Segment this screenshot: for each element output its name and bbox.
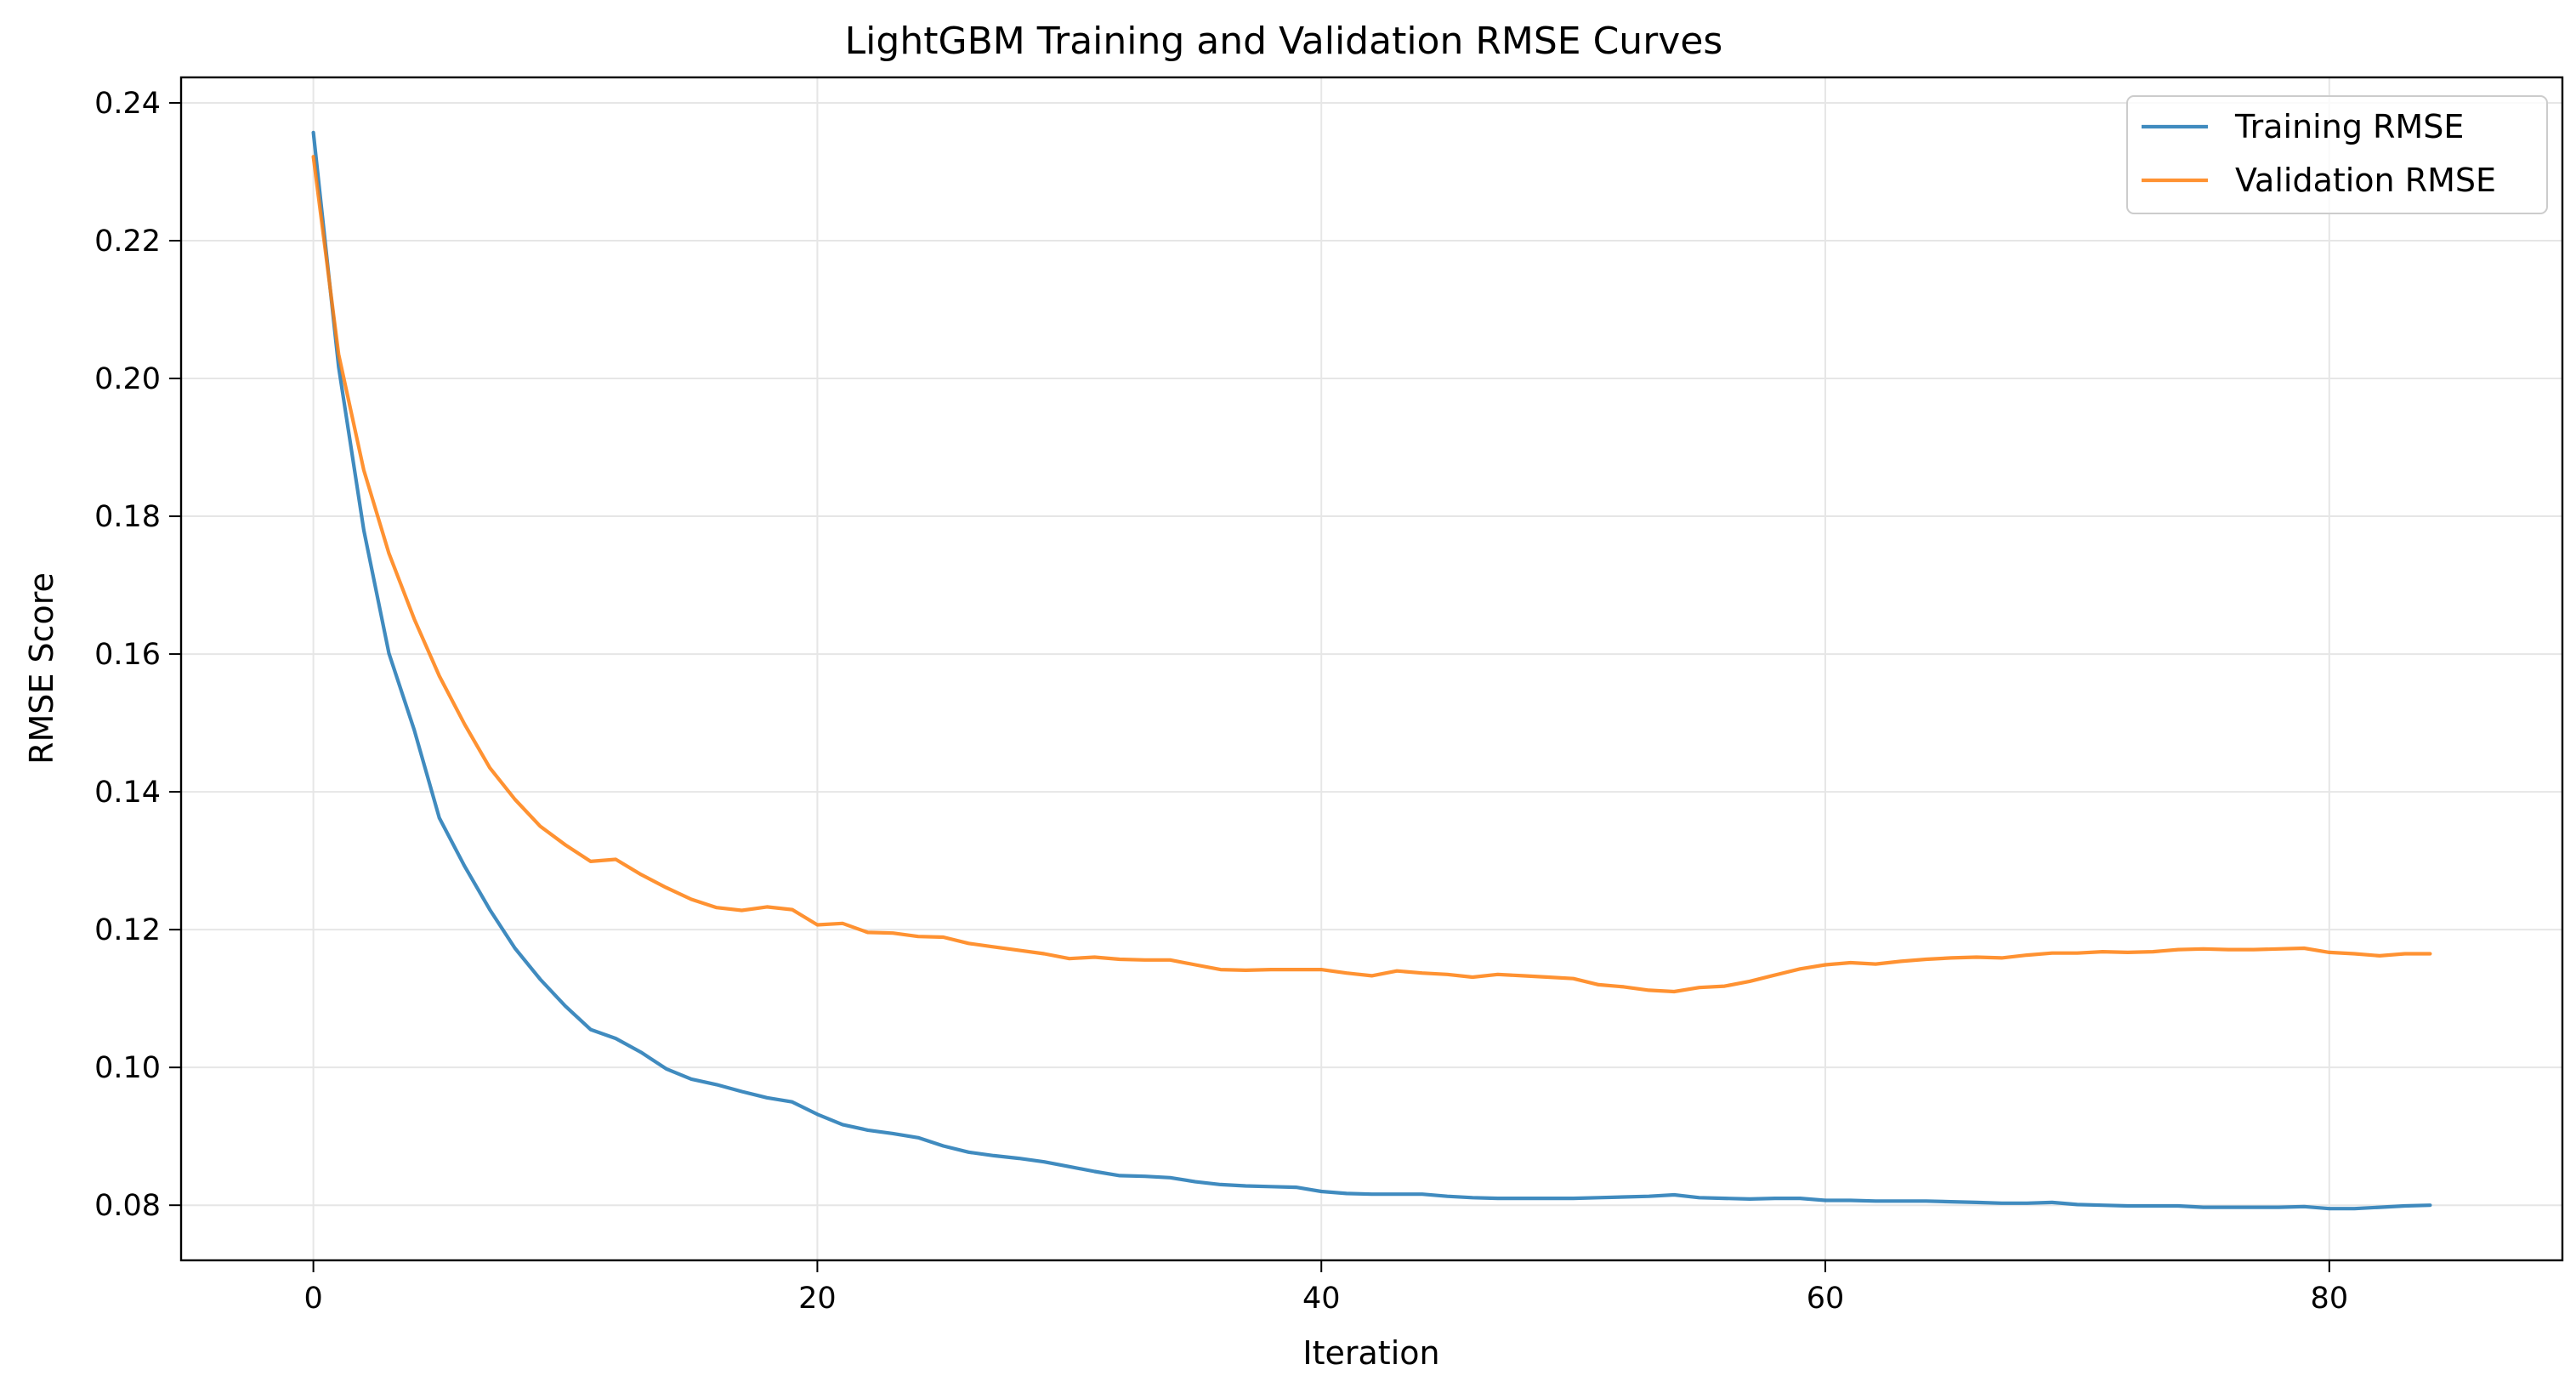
y-tick-label: 0.22 xyxy=(94,225,161,259)
axes-frame xyxy=(179,76,2564,1262)
y-tick-label: 0.18 xyxy=(94,500,161,534)
x-axis-ticks: 0 20 40 60 80 xyxy=(304,1260,2348,1316)
y-tick-label: 0.12 xyxy=(94,913,161,947)
grid xyxy=(181,77,2562,1260)
y-tick-label: 0.16 xyxy=(94,638,161,672)
y-tick-label: 0.08 xyxy=(94,1189,161,1223)
training-rmse-line xyxy=(311,130,2432,1211)
y-tick-label: 0.20 xyxy=(94,362,161,396)
y-tick-label: 0.24 xyxy=(94,87,161,121)
x-axis-label: Iteration xyxy=(1302,1334,1439,1372)
x-tick-label: 60 xyxy=(1807,1282,1845,1316)
legend: Training RMSE Validation RMSE xyxy=(2126,95,2548,214)
x-tick-label: 20 xyxy=(798,1282,837,1316)
validation-rmse-line xyxy=(311,155,2432,994)
y-tick-label: 0.14 xyxy=(94,776,161,810)
chart-title: LightGBM Training and Validation RMSE Cu… xyxy=(845,20,1723,63)
y-axis-ticks: 0.08 0.10 0.12 0.14 0.16 0.18 0.20 0.22 0.24 xyxy=(94,87,181,1223)
y-tick-label: 0.10 xyxy=(94,1051,161,1085)
x-tick-label: 80 xyxy=(2311,1282,2349,1316)
x-tick-label: 40 xyxy=(1302,1282,1341,1316)
y-axis-label: RMSE Score xyxy=(23,572,60,765)
legend-label-training: Training RMSE xyxy=(2234,108,2464,145)
legend-box xyxy=(2126,95,2548,214)
series-lines xyxy=(311,130,2432,1211)
x-tick-label: 0 xyxy=(304,1282,322,1316)
legend-label-validation: Validation RMSE xyxy=(2235,162,2496,199)
